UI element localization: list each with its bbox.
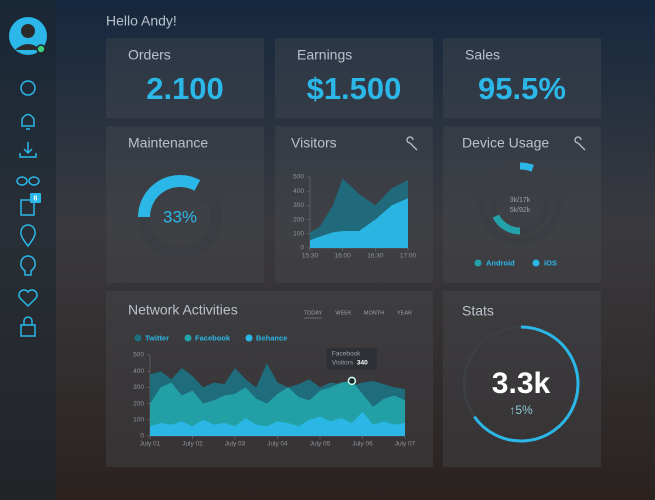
legend-dot <box>245 334 253 342</box>
legend-dot <box>184 334 192 342</box>
avatar-face <box>21 24 35 38</box>
chart-title: Device Usage <box>462 135 549 151</box>
x-tick-label: July 02 <box>182 441 203 448</box>
card <box>443 291 601 467</box>
card-value: $1.500 <box>307 71 402 106</box>
y-tick-label: 500 <box>293 174 304 181</box>
heart-icon[interactable] <box>18 289 38 308</box>
legend-dot <box>134 334 142 342</box>
y-tick-label: 0 <box>300 245 304 252</box>
gauge-label: 33% <box>163 207 197 226</box>
donut-label: 5k/92k <box>510 207 531 214</box>
chart-title: Network Activities <box>128 302 238 318</box>
glasses-icon[interactable] <box>16 176 40 186</box>
settings-icon[interactable] <box>20 80 36 96</box>
legend-label: Android <box>486 258 515 267</box>
chart-title: Maintenance <box>128 135 208 151</box>
x-tick-label: July 06 <box>352 441 373 448</box>
x-tick-label: July 05 <box>310 441 331 448</box>
avatar[interactable] <box>9 17 47 55</box>
card <box>443 126 601 283</box>
donut-arc <box>492 214 521 235</box>
card-title: Sales <box>465 47 500 63</box>
card <box>106 38 264 118</box>
tab[interactable]: MONTH <box>364 310 384 316</box>
y-tick-label: 500 <box>133 352 144 359</box>
stats-change: ↑5% <box>509 403 533 417</box>
legend-label: Twitter <box>145 333 169 342</box>
gauge-arc <box>138 175 201 218</box>
y-tick-label: 200 <box>133 400 144 407</box>
x-tick-label: 15:30 <box>302 253 319 260</box>
greeting: Hello Andy! <box>106 13 177 29</box>
card <box>275 38 433 118</box>
card-value: 2.100 <box>146 71 224 106</box>
tab[interactable]: WEEK <box>335 310 352 316</box>
area <box>310 198 408 248</box>
y-tick-label: 300 <box>293 202 304 209</box>
x-tick-label: July 04 <box>267 441 288 448</box>
badge <box>30 193 41 203</box>
settings-wrench <box>406 136 418 151</box>
donut-label: 3k/17k <box>510 197 531 204</box>
donut-arc <box>519 162 534 172</box>
avatar-body <box>15 44 41 50</box>
clipboard-icon[interactable] <box>20 199 35 216</box>
bell-icon[interactable] <box>21 113 35 130</box>
area <box>150 411 405 436</box>
stats-title: Stats <box>462 303 494 319</box>
legend-dot <box>532 259 540 267</box>
x-tick-label: 16:30 <box>367 253 384 260</box>
sidebar <box>0 0 56 500</box>
x-tick-label: 17:00 <box>400 253 417 260</box>
y-tick-label: 100 <box>293 231 304 238</box>
stats-value: 3.3k <box>492 367 551 400</box>
badge-count: 8 <box>34 195 38 202</box>
y-tick-label: 400 <box>293 188 304 195</box>
y-tick-label: 200 <box>293 216 304 223</box>
legend-label: iOS <box>544 258 557 267</box>
card <box>443 38 601 118</box>
download-icon[interactable] <box>19 142 37 158</box>
chart-title: Visitors <box>291 135 337 151</box>
location-icon[interactable] <box>20 224 36 248</box>
y-tick-label: 0 <box>140 433 144 440</box>
y-tick-label: 100 <box>133 417 144 424</box>
nav-icons: 8 <box>16 80 41 337</box>
lock-icon[interactable] <box>20 316 36 337</box>
card-title: Orders <box>128 47 171 63</box>
bulb-icon[interactable] <box>20 255 36 276</box>
tab[interactable]: YEAR <box>397 310 412 316</box>
y-tick-label: 300 <box>133 384 144 391</box>
y-tick-label: 400 <box>133 368 144 375</box>
card-value: 95.5% <box>478 71 566 106</box>
x-tick-label: July 01 <box>140 441 161 448</box>
tab[interactable]: TODAY <box>304 310 323 316</box>
x-tick-label: 16:00 <box>335 253 352 260</box>
tooltip <box>326 347 377 370</box>
tooltip-title: Facebook <box>332 351 361 358</box>
legend-label: Facebook <box>195 333 231 342</box>
x-tick-label: July 07 <box>395 441 416 448</box>
x-tick-label: July 03 <box>225 441 246 448</box>
tooltip-value: 340 <box>357 360 368 367</box>
stats-ring <box>473 325 580 443</box>
tooltip-label: Visitors <box>332 360 354 367</box>
legend-label: Behance <box>256 333 287 342</box>
settings-wrench <box>574 136 586 151</box>
legend-dot <box>474 259 482 267</box>
highlight-point <box>347 376 357 386</box>
status-dot <box>36 44 46 54</box>
card-title: Earnings <box>297 47 352 63</box>
